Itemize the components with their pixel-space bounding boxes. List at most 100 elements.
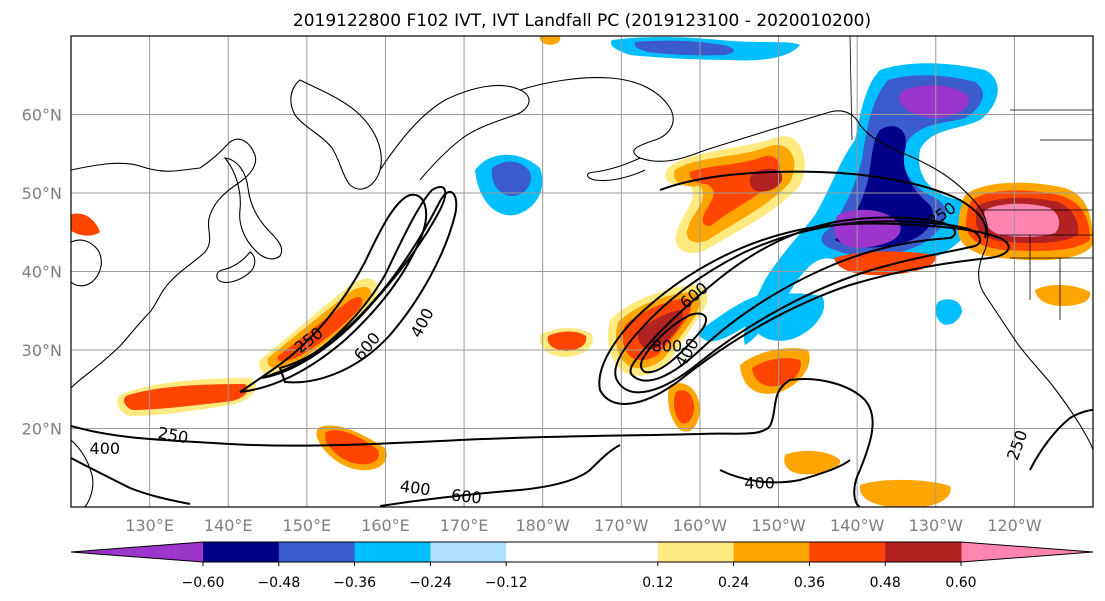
ivt-contour-800 — [640, 312, 708, 374]
positive-patch — [984, 203, 1060, 237]
longitude-tick-label: 150°W — [751, 516, 806, 535]
ivt-contour-600 — [379, 444, 621, 507]
positive-patch — [71, 213, 100, 236]
latitude-tick-label: 30°N — [22, 341, 62, 360]
longitude-tick-label: 130°E — [125, 516, 174, 535]
colorbar-segment — [430, 542, 507, 562]
bering-coastline — [379, 84, 530, 181]
colorbar-tick-label: 0.12 — [642, 575, 673, 591]
colorbar-over-extension — [961, 542, 1093, 562]
colorbar-segment — [278, 542, 356, 562]
ivt-contour-600 — [629, 216, 957, 382]
longitude-tick-label: 180°W — [516, 516, 571, 535]
kamchatka-coastline — [290, 79, 382, 190]
colorbar-segment — [885, 542, 962, 562]
japan-coastline — [216, 251, 256, 283]
colorbar-tick-label: −0.24 — [409, 575, 452, 591]
colorbar: −0.60 −0.48 −0.36 −0.24 −0.12 0.12 0.24 0.36 0.4… — [70, 541, 1094, 591]
colorbar-tick-label: 0.36 — [794, 575, 825, 591]
positive-patch — [752, 358, 801, 387]
longitude-tick-label: 140°W — [830, 516, 885, 535]
colorbar-under-extension — [71, 542, 203, 562]
ivt-contour-400 — [71, 457, 851, 505]
contour-label-text: 400 — [90, 439, 121, 458]
contour-label: 400 — [744, 474, 775, 493]
ivt-contour-250 — [659, 170, 988, 239]
colorbar-segment — [354, 542, 431, 562]
ivt-contour-400 — [614, 220, 982, 394]
longitude-tick-label: 160°E — [361, 516, 410, 535]
positive-patch — [325, 430, 379, 465]
contour-label-text: 800 — [652, 336, 683, 355]
ivt-contour-250 — [71, 378, 874, 507]
colorbar-tick-label: 0.60 — [945, 575, 976, 591]
contour-label: 600 — [450, 485, 482, 507]
contour-label-text: 600 — [450, 485, 482, 507]
ivt-contour-600 — [278, 191, 458, 384]
colorbar-segment — [733, 542, 810, 562]
positive-patch — [859, 479, 951, 507]
contour-label: 800 — [652, 336, 683, 355]
positive-patch — [784, 450, 841, 475]
longitude-tick-label: 150°E — [283, 516, 332, 535]
positive-patch — [673, 390, 695, 424]
political-borders — [849, 36, 1093, 320]
latitude-labels: 20°N 30°N 40°N 50°N 60°N — [22, 106, 62, 439]
latitude-tick-label: 40°N — [22, 263, 62, 282]
longitude-tick-label: 160°W — [673, 516, 728, 535]
ivt-contour-250 — [598, 222, 1010, 405]
ivt-contour-250 — [1029, 409, 1093, 471]
figure-title: 2019122800 F102 IVT, IVT Landfall PC (20… — [293, 11, 871, 31]
contour-label-text: 400 — [744, 474, 775, 493]
gridlines — [71, 36, 1093, 507]
us-state-borders — [1000, 234, 1093, 320]
positive-patch — [749, 168, 783, 192]
latitude-tick-label: 20°N — [22, 420, 62, 439]
negative-patch — [697, 295, 766, 342]
longitude-tick-label: 170°E — [440, 516, 489, 535]
north-america-coastline — [519, 77, 1093, 451]
colorbar-tick-label: 0.48 — [870, 575, 901, 591]
colorbar-tick-label: −0.60 — [182, 575, 225, 591]
colorbar-tick-label: −0.12 — [485, 575, 528, 591]
japan-coastline — [223, 157, 283, 260]
negative-patch — [491, 161, 531, 196]
positive-patch — [124, 384, 248, 410]
contour-label-text: 400 — [399, 476, 432, 499]
longitude-tick-label: 130°W — [909, 516, 964, 535]
ivt-contours — [71, 170, 1093, 507]
negative-patch — [935, 299, 962, 325]
longitude-tick-label: 140°E — [204, 516, 253, 535]
negative-patch — [749, 293, 825, 341]
latitude-tick-label: 60°N — [22, 106, 62, 125]
colorbar-segment — [203, 542, 280, 562]
contour-label: 400 — [399, 476, 432, 499]
positive-patch — [1035, 284, 1091, 306]
longitude-tick-label: 170°W — [594, 516, 649, 535]
canada-province-borders — [1010, 109, 1093, 141]
contour-label: 400 — [90, 439, 121, 458]
colorbar-tick-label: −0.36 — [333, 575, 376, 591]
colorbar-tick-label: −0.48 — [257, 575, 300, 591]
coastlines — [71, 77, 1093, 507]
colorbar-segment — [809, 542, 886, 562]
alaska-peninsula-coastline — [586, 157, 646, 182]
korea-coastline — [71, 239, 102, 287]
longitude-labels: 130°E 140°E 150°E 160°E 170°E 180°W 170°W 160°W… — [125, 516, 1041, 535]
negative-patch — [899, 85, 969, 118]
negative-patch — [634, 40, 734, 56]
longitude-tick-label: 120°W — [987, 516, 1042, 535]
positive-patch — [539, 36, 561, 45]
positive-patch — [547, 331, 587, 351]
latitude-tick-label: 50°N — [22, 184, 62, 203]
map-frame — [70, 35, 1094, 508]
philippines-coastline — [71, 439, 94, 507]
ivt-anomaly-fill — [71, 36, 1093, 507]
colorbar-segment — [506, 542, 659, 562]
ivt-contour-250 — [239, 193, 428, 393]
alaska-canada-border — [849, 36, 853, 141]
asia-coastline — [71, 138, 257, 389]
